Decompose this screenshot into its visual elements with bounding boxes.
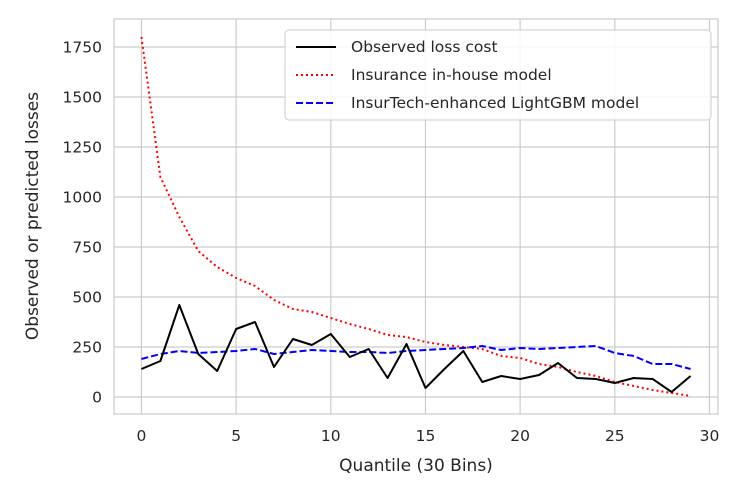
legend-label-lightgbm: InsurTech-enhanced LightGBM model (351, 94, 639, 112)
y-tick-label: 250 (72, 339, 102, 357)
y-tick-label: 500 (72, 289, 102, 307)
x-axis-label: Quantile (30 Bins) (339, 456, 493, 476)
y-tick-label: 1000 (63, 189, 102, 207)
plot-frame (113, 18, 719, 415)
x-tick-label: 30 (700, 427, 720, 445)
legend-box (284, 29, 712, 121)
series-line-observed-loss-cost (141, 304, 692, 393)
y-tick-label: 1500 (63, 89, 102, 107)
x-tick-label: 15 (416, 427, 436, 445)
x-tick-labels: 0 5 10 15 20 25 30 (137, 427, 720, 445)
series-layer (140, 36, 692, 397)
y-tick-label: 0 (92, 389, 102, 407)
x-tick-label: 10 (321, 427, 341, 445)
x-tick-label: 5 (231, 427, 241, 445)
legend: Observed loss cost Insurance in-house mo… (284, 29, 712, 121)
y-tick-label: 1250 (63, 139, 102, 157)
y-tick-label: 750 (72, 239, 102, 257)
legend-label-observed: Observed loss cost (351, 38, 498, 56)
series-line-insurtech-enhanced-lightgbm-model (141, 345, 691, 370)
y-tick-label: 1750 (63, 39, 102, 57)
legend-label-inhouse: Insurance in-house model (351, 66, 552, 84)
x-tick-label: 25 (605, 427, 625, 445)
x-tick-label: 20 (510, 427, 530, 445)
series-line-insurance-in-house-model (140, 36, 691, 397)
y-tick-labels: 0 250 500 750 1000 1250 1500 1750 (63, 39, 102, 407)
y-axis-label: Observed or predicted losses (23, 92, 43, 340)
x-tick-label: 0 (137, 427, 147, 445)
